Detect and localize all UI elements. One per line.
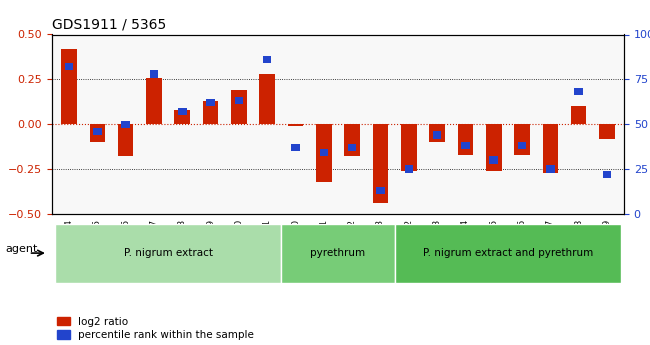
Bar: [546, 166, 554, 172]
Legend: log2 ratio, percentile rank within the sample: log2 ratio, percentile rank within the s…: [57, 317, 254, 340]
Bar: [203, 101, 218, 124]
Bar: [543, 124, 558, 172]
Bar: [518, 142, 527, 149]
Bar: [122, 121, 130, 128]
Bar: [291, 144, 300, 151]
Bar: [575, 88, 583, 96]
Bar: [178, 108, 187, 115]
Bar: [571, 106, 586, 124]
FancyBboxPatch shape: [395, 224, 621, 283]
Text: P. nigrum extract and pyrethrum: P. nigrum extract and pyrethrum: [422, 248, 593, 258]
Bar: [514, 124, 530, 155]
Bar: [61, 49, 77, 124]
Bar: [401, 124, 417, 171]
Bar: [376, 187, 385, 194]
Bar: [118, 124, 133, 157]
Bar: [90, 124, 105, 142]
Bar: [489, 157, 498, 164]
Text: P. nigrum extract: P. nigrum extract: [124, 248, 213, 258]
Bar: [93, 128, 101, 135]
Bar: [599, 124, 615, 139]
Bar: [316, 124, 332, 181]
Bar: [174, 110, 190, 124]
Bar: [235, 97, 243, 105]
Bar: [429, 124, 445, 142]
Bar: [150, 70, 158, 78]
Bar: [458, 124, 473, 155]
Bar: [344, 124, 360, 157]
FancyBboxPatch shape: [55, 224, 281, 283]
FancyBboxPatch shape: [281, 224, 395, 283]
Bar: [462, 142, 470, 149]
Bar: [206, 99, 215, 106]
Bar: [433, 131, 441, 139]
Text: GDS1911 / 5365: GDS1911 / 5365: [52, 18, 166, 32]
Bar: [259, 74, 275, 124]
Bar: [486, 124, 502, 171]
Bar: [320, 149, 328, 157]
Bar: [288, 124, 304, 126]
Text: agent: agent: [5, 244, 38, 254]
Bar: [146, 78, 162, 124]
Bar: [603, 171, 611, 178]
Bar: [348, 144, 356, 151]
Bar: [65, 63, 73, 70]
Bar: [404, 166, 413, 172]
Bar: [231, 90, 247, 124]
Text: pyrethrum: pyrethrum: [311, 248, 365, 258]
Bar: [263, 56, 272, 63]
Bar: [372, 124, 388, 203]
